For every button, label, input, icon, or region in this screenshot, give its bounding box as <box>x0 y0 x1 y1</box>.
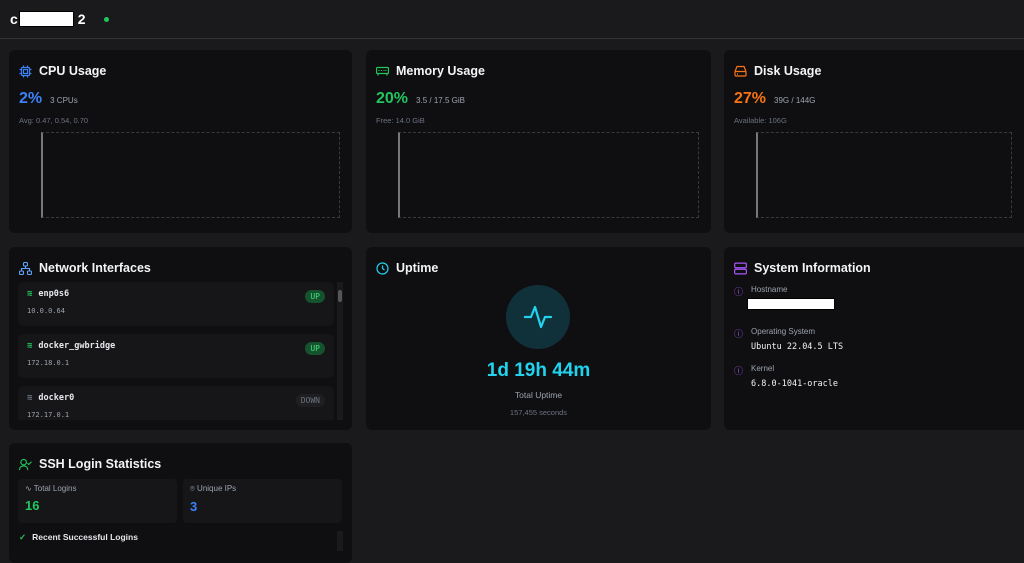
cpu-chart <box>41 132 340 218</box>
unique-ips-value: 3 <box>190 499 198 514</box>
interface-ip: 172.17.0.1 <box>27 411 70 419</box>
memory-icon <box>376 65 389 78</box>
uptime-title: Uptime <box>396 261 439 275</box>
disk-title: Disk Usage <box>754 64 822 78</box>
server-icon <box>734 262 747 275</box>
system-info-card: System Information ⓘ Hostname ⓘ Operating … <box>724 247 1024 430</box>
network-title: Network Interfaces <box>39 261 151 275</box>
kernel-value: 6.8.0-1041-oracle <box>751 379 839 389</box>
unique-ips-label: Unique IPs <box>197 484 237 493</box>
memory-card: Memory Usage 20% 3.5 / 17.5 GiB Free: 14.… <box>366 50 711 233</box>
wifi-icon: ≋ <box>27 393 33 403</box>
disk-card: Disk Usage 27% 39G / 144G Available: 106G <box>724 50 1024 233</box>
os-label: Operating System <box>751 327 816 336</box>
info-icon: ⓘ <box>734 329 744 339</box>
interface-item: ≋ enp0s6 10.0.0.64 UP <box>18 282 334 326</box>
cpu-percent: 2% <box>19 90 43 107</box>
total-logins-stat: ∿ Total Logins 16 <box>18 479 177 523</box>
title-suffix: 2 <box>77 11 86 27</box>
activity-icon <box>506 285 570 349</box>
memory-chart <box>398 132 699 218</box>
sysinfo-title: System Information <box>754 261 871 275</box>
hard-drive-icon <box>734 65 747 78</box>
uptime-seconds: 157,455 seconds <box>509 408 568 417</box>
interface-ip: 10.0.0.64 <box>27 307 65 315</box>
redacted-hostname <box>18 11 74 27</box>
kernel-label: Kernel <box>751 364 775 373</box>
header: c 2 <box>0 0 1024 39</box>
interface-item: ≋ docker_gwbridge 172.18.0.1 UP <box>18 334 334 378</box>
info-icon: ⓘ <box>734 366 744 376</box>
activity-icon: ∿ <box>25 484 32 493</box>
interface-name: docker0 <box>38 393 75 403</box>
info-icon: ⓘ <box>734 287 744 297</box>
uptime-card: Uptime 1d 19h 44m Total Uptime 157,455 s… <box>366 247 711 430</box>
hostname-row: ⓘ Hostname <box>734 285 1024 315</box>
uptime-value: 1d 19h 44m <box>486 360 591 381</box>
cpu-title: CPU Usage <box>39 64 107 78</box>
recent-logins-heading: ✓ Recent Successful Logins <box>19 532 138 543</box>
interface-name: enp0s6 <box>38 289 70 299</box>
uptime-label: Total Uptime <box>514 390 563 400</box>
wifi-icon: ≋ <box>27 341 33 351</box>
status-badge: DOWN <box>295 394 325 407</box>
status-badge: UP <box>305 342 325 355</box>
memory-percent: 20% <box>376 90 409 107</box>
cpu-icon <box>19 65 32 78</box>
cpu-load-avg: Avg: 0.47, 0.54, 0.70 <box>19 116 89 125</box>
cpu-count: 3 CPUs <box>50 96 78 105</box>
title-prefix: c <box>10 11 18 27</box>
network-icon <box>19 261 32 275</box>
status-badge: UP <box>305 290 325 303</box>
disk-detail: 39G / 144G <box>774 96 816 105</box>
interface-ip: 172.18.0.1 <box>27 359 70 367</box>
disk-available: Available: 106G <box>734 116 787 125</box>
total-logins-label: Total Logins <box>33 484 77 493</box>
hostname-label: Hostname <box>751 285 788 294</box>
recent-logins-title: Recent Successful Logins <box>32 532 138 542</box>
disk-percent: 27% <box>734 90 767 107</box>
clock-icon <box>376 261 389 275</box>
cpu-card: CPU Usage 2% 3 CPUs Avg: 0.47, 0.54, 0.70 <box>9 50 352 233</box>
scrollbar[interactable] <box>337 282 343 420</box>
map-pin-icon: ⌾ <box>190 484 195 493</box>
wifi-icon: ≋ <box>27 289 33 299</box>
ssh-title: SSH Login Statistics <box>39 457 162 471</box>
user-check-icon <box>19 458 32 471</box>
os-value: Ubuntu 22.04.5 LTS <box>751 342 844 352</box>
interface-name: docker_gwbridge <box>38 341 116 351</box>
network-card: Network Interfaces ≋ enp0s6 10.0.0.64 UP … <box>9 247 352 430</box>
interface-list[interactable]: ≋ enp0s6 10.0.0.64 UP ≋ docker_gwbridge 17… <box>18 282 334 420</box>
total-logins-value: 16 <box>25 498 40 513</box>
ssh-card: SSH Login Statistics ∿ Total Logins 16 ⌾… <box>9 443 352 563</box>
os-row: ⓘ Operating System Ubuntu 22.04.5 LTS <box>734 327 1024 352</box>
server-title: c 2 <box>10 11 86 27</box>
interface-item: ≋ docker0 172.17.0.1 DOWN <box>18 386 334 420</box>
redacted-hostname-value <box>747 298 836 310</box>
scrollbar[interactable] <box>337 531 343 551</box>
online-status-dot <box>103 16 109 22</box>
memory-detail: 3.5 / 17.5 GiB <box>416 96 465 105</box>
memory-free: Free: 14.0 GiB <box>376 116 425 125</box>
user-check-icon: ✓ <box>19 532 27 542</box>
unique-ips-stat: ⌾ Unique IPs 3 <box>183 479 342 523</box>
kernel-row: ⓘ Kernel 6.8.0-1041-oracle <box>734 364 1024 389</box>
disk-chart <box>756 132 1012 218</box>
memory-title: Memory Usage <box>396 64 485 78</box>
